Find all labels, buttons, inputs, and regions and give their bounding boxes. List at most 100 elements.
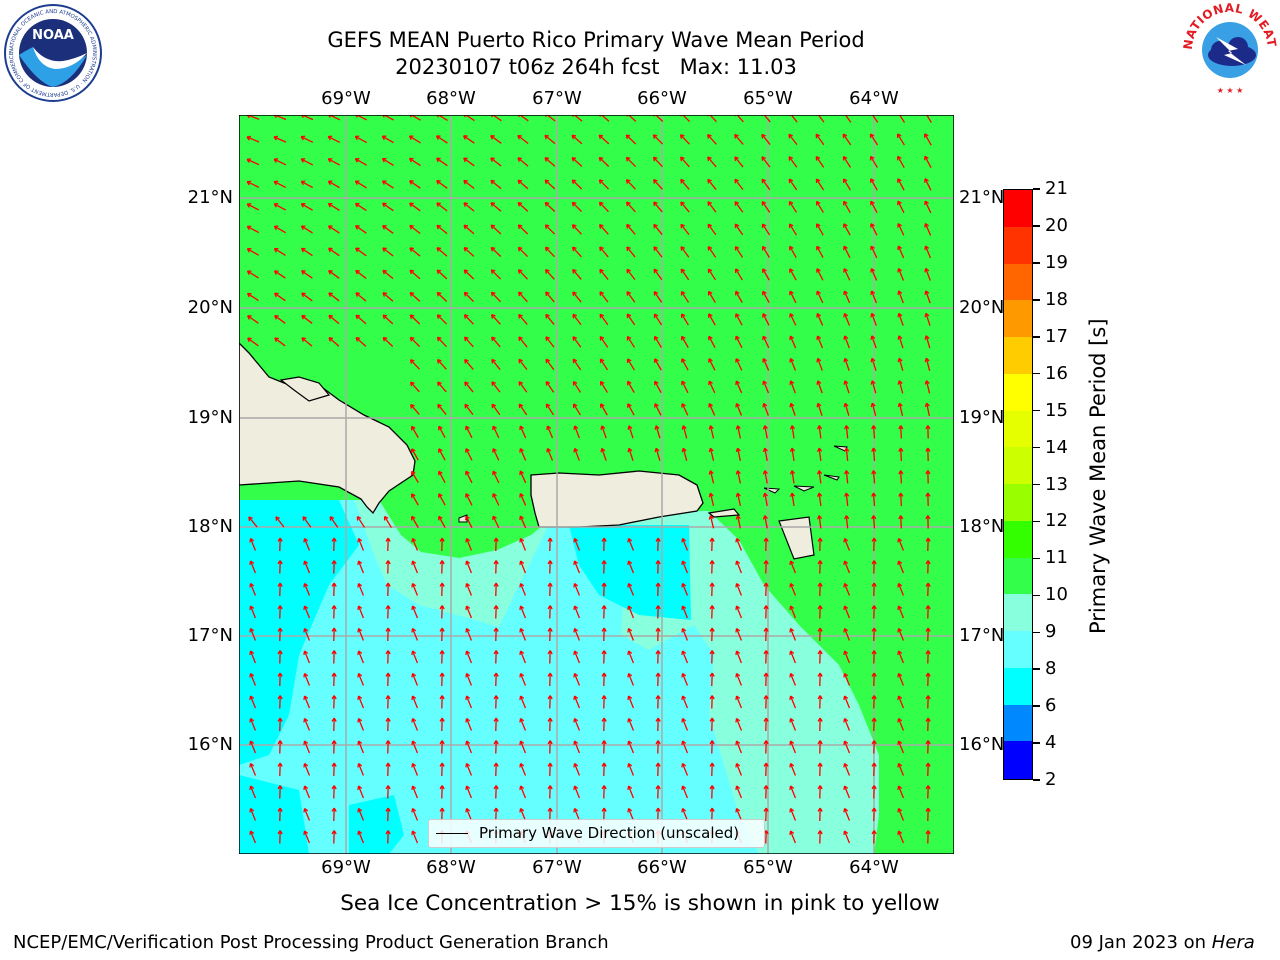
wave-arrow: [573, 673, 581, 686]
colorbar-tick-label: 12: [1045, 510, 1068, 532]
wave-arrow: [709, 470, 715, 484]
wave-arrow: [898, 335, 904, 349]
wave-arrow: [465, 740, 473, 754]
wave-arrow: [709, 515, 715, 529]
wave-arrow: [545, 381, 555, 393]
wave-arrow-head: [816, 403, 819, 408]
wave-arrow-head: [544, 157, 547, 162]
wave-arrow-head: [817, 740, 821, 745]
wave-arrow-head: [385, 537, 389, 542]
lon-label-bottom: 64°W: [849, 857, 899, 878]
wave-arrow-head: [385, 650, 389, 655]
wave-arrow-head: [817, 807, 821, 812]
wave-arrow-head: [249, 718, 252, 723]
wave-arrow: [788, 178, 798, 191]
wave-arrow-head: [708, 515, 712, 520]
wave-arrow-head: [735, 808, 738, 813]
colorbar-tick-mark: [1033, 594, 1040, 597]
wave-arrow: [843, 763, 851, 776]
wave-arrow: [409, 292, 421, 302]
wave-arrow-head: [897, 268, 900, 273]
wave-arrow: [924, 155, 932, 169]
colorbar-band: [1004, 484, 1032, 522]
colorbar-tick-mark: [1033, 336, 1040, 338]
wave-arrow: [599, 224, 609, 235]
wave-arrow: [411, 830, 419, 844]
wave-arrow-head: [547, 807, 551, 812]
colorbar-tick-label: 21: [1045, 178, 1068, 199]
wave-arrow-head: [871, 672, 875, 677]
wave-arrow: [247, 248, 259, 256]
wave-arrow: [411, 560, 419, 574]
wave-arrow: [573, 403, 581, 416]
mona-island: [458, 514, 468, 523]
wave-arrow-head: [762, 515, 766, 520]
wave-arrow: [762, 380, 770, 394]
wave-arrow-head: [789, 673, 792, 678]
wave-arrow: [572, 291, 582, 303]
wave-arrow: [409, 314, 421, 325]
wave-arrow-head: [411, 538, 414, 543]
wave-arrow: [518, 336, 528, 348]
wave-arrow-head: [490, 224, 493, 230]
wave-arrow: [626, 246, 636, 258]
wave-arrow: [355, 314, 367, 325]
wave-arrow: [870, 200, 878, 214]
wave-arrow: [492, 425, 500, 439]
colorbar-tick-label: 15: [1045, 399, 1068, 421]
wave-arrow: [301, 337, 313, 347]
wave-arrow: [735, 583, 743, 596]
wave-arrow-head: [573, 740, 576, 746]
wave-arrow: [872, 470, 876, 484]
wave-arrow-head: [493, 560, 497, 565]
wave-arrow: [544, 224, 556, 235]
wave-arrow-head: [465, 695, 468, 701]
wave-arrow: [871, 380, 877, 394]
wave-arrow-head: [925, 447, 929, 452]
colorbar-tick-mark: [1033, 668, 1040, 670]
wave-arrow-head: [735, 492, 739, 498]
wave-arrow: [328, 225, 340, 234]
colorbar-tick-mark: [1033, 409, 1040, 412]
wave-arrow: [843, 583, 851, 596]
wave-arrow-head: [303, 718, 306, 723]
wave-arrow: [355, 225, 367, 234]
wave-arrow-head: [464, 337, 467, 342]
wave-arrow-head: [925, 785, 929, 790]
wave-arrow: [707, 201, 717, 213]
wave-arrow: [735, 628, 743, 641]
wave-arrow-head: [871, 492, 875, 497]
wave-arrow: [303, 650, 311, 664]
wave-arrow: [357, 538, 365, 551]
wave-arrow-head: [707, 179, 710, 184]
wave-arrow-head: [465, 583, 468, 588]
wave-arrow-head: [439, 695, 443, 700]
wave-arrow-head: [870, 268, 873, 273]
wave-arrow: [790, 380, 796, 394]
wave-arrow-head: [871, 650, 875, 655]
wave-arrow-head: [763, 537, 767, 542]
wave-arrow: [897, 268, 905, 281]
wave-arrow: [926, 115, 932, 123]
wave-arrow-head: [601, 627, 605, 632]
wave-arrow: [761, 223, 771, 236]
wave-arrow-head: [385, 672, 389, 677]
wave-arrow: [465, 785, 473, 799]
wave-arrow: [682, 115, 691, 123]
wave-arrow-head: [327, 158, 331, 163]
wave-arrow: [573, 583, 581, 596]
wave-arrow-head: [735, 718, 738, 723]
wave-arrow: [519, 763, 527, 776]
wave-arrow-head: [735, 515, 739, 520]
wave-arrow-head: [274, 293, 277, 298]
wave-arrow-head: [627, 718, 630, 723]
wave-arrow: [411, 763, 419, 776]
colorbar-band: [1004, 631, 1032, 669]
wave-arrow: [573, 115, 583, 122]
wave-arrow: [301, 225, 313, 234]
wave-arrow-head: [249, 628, 252, 633]
wave-arrow: [653, 313, 663, 326]
wave-arrow-head: [626, 202, 629, 207]
wave-arrow-head: [871, 740, 875, 745]
wave-arrow: [627, 381, 635, 393]
